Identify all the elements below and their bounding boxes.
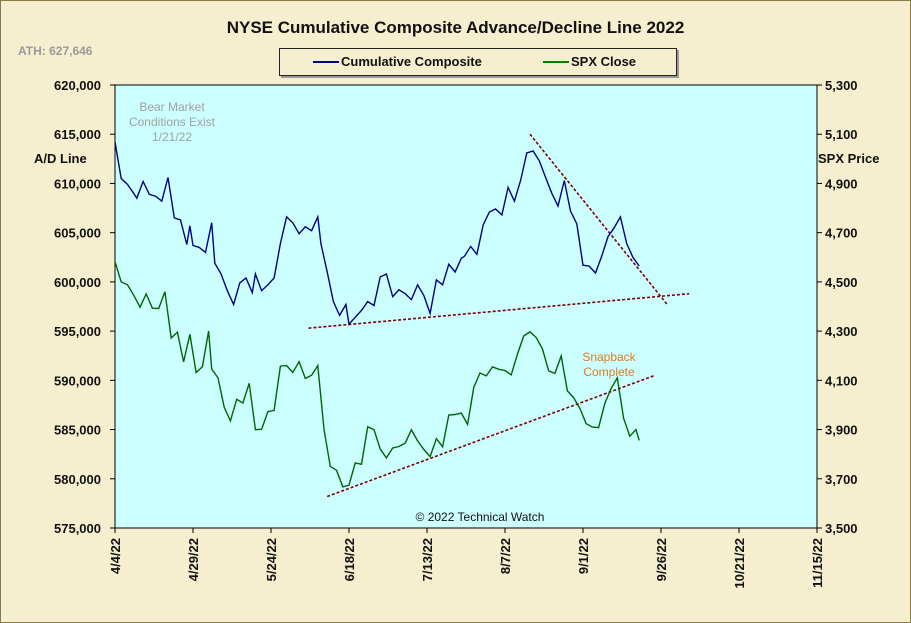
y-tick-left-label: 610,000	[54, 176, 101, 191]
y-tick-right-label: 4,700	[825, 226, 858, 241]
y-tick-left-label: 605,000	[54, 226, 101, 241]
x-tick-label: 8/7/22	[498, 538, 513, 574]
annotation-snapback: Snapback	[582, 350, 636, 364]
legend-swatch-spx	[543, 61, 569, 63]
legend-label-ad: Cumulative Composite	[341, 54, 482, 69]
y-tick-left-label: 600,000	[54, 275, 101, 290]
y-tick-left-label: 580,000	[54, 472, 101, 487]
trendline-0	[308, 292, 690, 329]
chart-title: NYSE Cumulative Composite Advance/Declin…	[226, 18, 685, 37]
x-tick-label: 11/15/22	[810, 538, 825, 588]
annotation-bear-market: Conditions Exist	[129, 115, 216, 129]
y-tick-right-label: 4,900	[825, 176, 858, 191]
annotation-snapback: Complete	[583, 365, 635, 379]
y-tick-right-label: 3,500	[825, 521, 858, 536]
legend-label-spx: SPX Close	[571, 54, 637, 69]
y-tick-right-label: 4,100	[825, 373, 858, 388]
legend: Cumulative Composite SPX Close	[279, 48, 677, 76]
trendline-2	[326, 374, 656, 498]
y-tick-right-label: 4,500	[825, 275, 858, 290]
plot-area	[114, 84, 818, 529]
y-axis-label-right: SPX Price	[818, 151, 880, 166]
y-tick-right-label: 3,900	[825, 423, 858, 438]
y-tick-left-label: 595,000	[54, 324, 101, 339]
y-tick-left-label: 590,000	[54, 373, 101, 388]
x-tick-label: 6/18/22	[342, 538, 357, 581]
trendline-1	[529, 133, 668, 306]
x-tick-label: 4/29/22	[186, 538, 201, 581]
x-tick-label: 10/21/22	[732, 538, 747, 589]
y-axis-label-left: A/D Line	[34, 151, 87, 166]
y-tick-right-label: 5,100	[825, 127, 858, 142]
y-tick-left-label: 585,000	[54, 423, 101, 438]
series-line-cumulative-composite	[114, 141, 640, 326]
annotation-bear-market: 1/21/22	[152, 130, 192, 144]
x-tick-label: 5/24/22	[264, 538, 279, 581]
series-line-spx-close	[114, 261, 640, 488]
x-tick-label: 4/4/22	[108, 538, 123, 574]
y-tick-left-label: 615,000	[54, 127, 101, 142]
ath-label: ATH: 627,646	[18, 44, 93, 58]
y-tick-right-label: 5,300	[825, 78, 858, 93]
x-tick-label: 9/26/22	[654, 538, 669, 581]
y-tick-left-label: 575,000	[54, 521, 101, 536]
annotation-bear-market: Bear Market	[139, 100, 205, 114]
copyright-text: © 2022 Technical Watch	[416, 510, 545, 524]
x-tick-label: 9/1/22	[576, 538, 591, 574]
x-tick-label: 7/13/22	[420, 538, 435, 581]
y-tick-right-label: 3,700	[825, 472, 858, 487]
y-tick-right-label: 4,300	[825, 324, 858, 339]
legend-swatch-ad	[313, 61, 339, 63]
y-tick-left-label: 620,000	[54, 78, 101, 93]
